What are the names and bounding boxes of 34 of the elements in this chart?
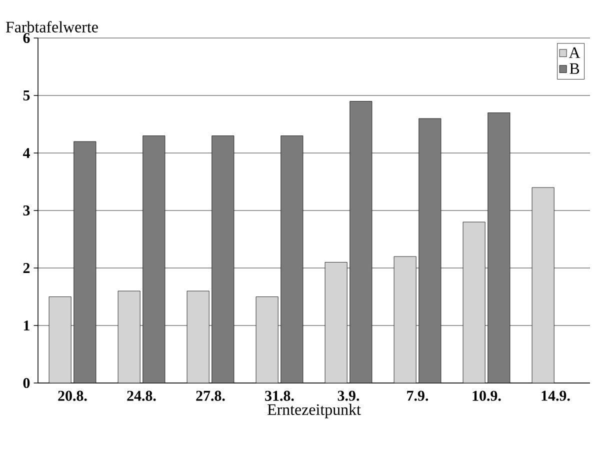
x-tick-label: 20.8. <box>58 390 87 401</box>
bar <box>280 136 304 383</box>
x-tick-label: 10.9. <box>472 390 501 401</box>
bar <box>212 136 234 383</box>
legend-label: B <box>570 63 580 74</box>
x-tick-label: 24.8. <box>127 390 156 401</box>
y-tick-label: 2 <box>23 263 30 273</box>
y-tick-label: 6 <box>23 32 30 44</box>
bar <box>462 222 486 383</box>
bar <box>488 112 510 383</box>
y-tick-label: 5 <box>23 90 30 100</box>
x-tick-label: 7.9. <box>407 390 428 401</box>
legend-label: A <box>568 47 580 58</box>
bar <box>394 256 416 383</box>
bar <box>350 101 372 383</box>
y-tick-label: 3 <box>23 205 30 216</box>
bar <box>186 290 210 383</box>
y-tick-label: 0 <box>23 378 30 388</box>
x-tick-label: 14.9. <box>542 390 570 401</box>
bar <box>418 118 442 383</box>
y-tick-label: 4 <box>22 148 30 158</box>
bar <box>118 290 140 383</box>
bar <box>532 187 554 383</box>
bar <box>74 141 96 383</box>
x-tick-label: 3.9. <box>338 390 360 401</box>
x-tick-label: 31.8. <box>265 390 294 401</box>
bar <box>142 136 166 383</box>
x-axis-title: Erntezeitpunkt <box>268 404 361 418</box>
y-tick-label: 1 <box>24 320 30 330</box>
bar <box>324 262 348 383</box>
bar <box>48 296 72 383</box>
bar <box>256 296 278 383</box>
x-tick-label: 27.8. <box>196 390 225 401</box>
y-axis-title: Farbtafelwerte <box>6 21 98 32</box>
